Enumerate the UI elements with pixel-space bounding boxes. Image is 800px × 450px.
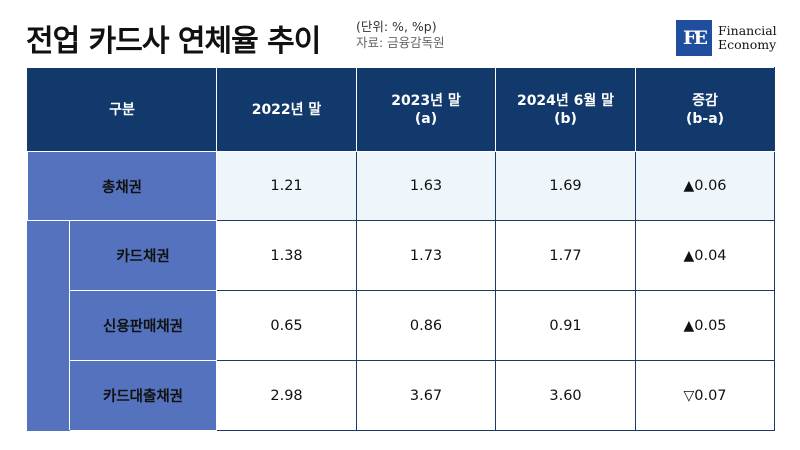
cell-change: ▲0.06 <box>635 151 776 221</box>
header-2023: 2023년 말 (a) <box>356 67 497 152</box>
cell-2024: 0.91 <box>495 290 637 361</box>
table-notes: (단위: %, %p) 자료: 금융감독원 <box>356 19 445 51</box>
cell-2022: 0.65 <box>216 290 358 361</box>
unit-note: (단위: %, %p) <box>356 19 437 34</box>
header-2024-line1: 2024년 6월 말 <box>516 92 615 109</box>
row-label: 총채권 <box>26 151 218 221</box>
header-2022: 2022년 말 <box>216 67 358 152</box>
change-value: 0.05 <box>694 317 727 334</box>
table-row: 카드대출채권 2.98 3.67 3.60 ▽0.07 <box>28 360 776 431</box>
change-sign-icon: ▽ <box>683 387 695 404</box>
row-label: 신용판매채권 <box>68 290 218 361</box>
table-row: 신용판매채권 0.65 0.86 0.91 ▲0.05 <box>28 290 776 361</box>
change-sign-icon: ▲ <box>683 178 695 194</box>
cell-2023: 0.86 <box>356 290 497 361</box>
cell-2024: 3.60 <box>495 360 637 431</box>
header-change-line1: 증감 <box>692 92 718 109</box>
change-value: 0.04 <box>694 247 727 264</box>
header-2024: 2024년 6월 말 (b) <box>495 67 637 152</box>
change-value: 0.07 <box>694 387 727 404</box>
change-value: 0.06 <box>694 178 727 194</box>
table-row: 총채권 1.21 1.63 1.69 ▲0.06 <box>26 151 776 221</box>
cell-2024: 1.77 <box>495 220 637 291</box>
row-label: 카드채권 <box>68 220 218 291</box>
header-category: 구분 <box>26 67 218 152</box>
page-title: 전업 카드사 연체율 추이 <box>26 24 321 59</box>
cell-2022: 1.21 <box>216 151 358 221</box>
header-2024-line2: (b) <box>554 110 577 127</box>
fe-logo-mark: FE <box>676 20 712 56</box>
header-change: 증감 (b-a) <box>635 67 776 152</box>
cell-change: ▲0.05 <box>635 290 776 361</box>
cell-change: ▽0.07 <box>635 360 776 431</box>
change-sign-icon: ▲ <box>683 317 695 334</box>
change-sign-icon: ▲ <box>683 247 695 264</box>
header-row: 구분 2022년 말 2023년 말 (a) 2024년 6월 말 (b) 증감… <box>26 67 776 152</box>
row-group-indent <box>27 220 70 431</box>
delinquency-table: 구분 2022년 말 2023년 말 (a) 2024년 6월 말 (b) 증감… <box>26 67 776 431</box>
source-note: 자료: 금융감독원 <box>356 35 445 50</box>
row-label: 카드대출채권 <box>68 360 218 431</box>
financial-economy-logo: FE Financial Economy <box>676 20 777 56</box>
logo-wordmark: Financial Economy <box>718 24 777 52</box>
header-change-line2: (b-a) <box>685 110 725 127</box>
logo-line-2: Economy <box>718 37 777 52</box>
header-2023-line1: 2023년 말 <box>391 92 461 109</box>
cell-2023: 3.67 <box>356 360 497 431</box>
header-2023-line2: (a) <box>414 110 438 127</box>
cell-2023: 1.73 <box>356 220 497 291</box>
cell-2023: 1.63 <box>356 151 497 221</box>
cell-2022: 2.98 <box>216 360 358 431</box>
cell-2022: 1.38 <box>216 220 358 291</box>
table-row: 카드채권 1.38 1.73 1.77 ▲0.04 <box>27 220 776 431</box>
cell-2024: 1.69 <box>495 151 637 221</box>
logo-line-1: Financial <box>718 23 777 38</box>
cell-change: ▲0.04 <box>635 220 776 291</box>
